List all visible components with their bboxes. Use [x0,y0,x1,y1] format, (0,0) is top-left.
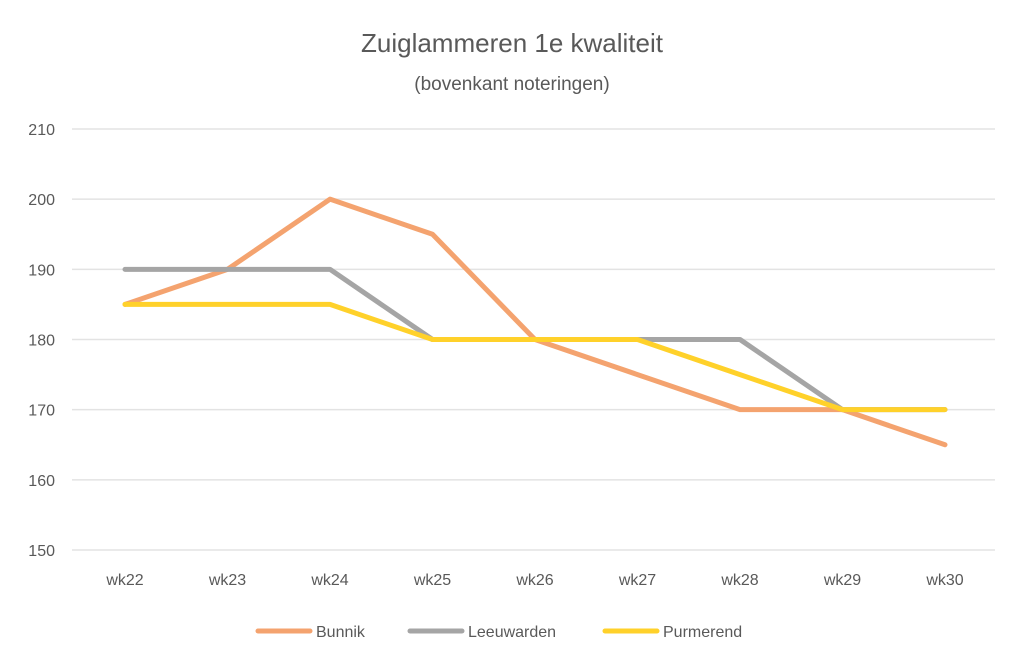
y-tick-label: 180 [28,333,55,350]
x-tick-label: wk25 [413,572,451,589]
y-tick-label: 190 [28,262,55,279]
chart-title: Zuiglammeren 1e kwaliteit [361,28,664,58]
x-tick-label: wk26 [515,572,553,589]
y-tick-label: 150 [28,543,55,560]
x-tick-label: wk23 [208,572,246,589]
y-tick-label: 160 [28,473,55,490]
series-line-purmerend [122,301,948,413]
x-tick-label: wk27 [618,572,656,589]
y-tick-label: 210 [28,122,55,139]
y-tick-label: 170 [28,403,55,420]
x-tick-label: wk28 [720,572,758,589]
legend-label-purmerend: Purmerend [663,624,742,641]
x-tick-label: wk24 [310,572,348,589]
x-tick-label: wk30 [925,572,963,589]
series-line-bunnik [122,196,948,448]
legend-label-bunnik: Bunnik [316,624,366,641]
x-tick-label: wk22 [105,572,143,589]
x-tick-label: wk29 [823,572,861,589]
legend-label-leeuwarden: Leeuwarden [468,624,556,641]
chart-subtitle: (bovenkant noteringen) [414,74,609,95]
y-tick-label: 200 [28,192,55,209]
